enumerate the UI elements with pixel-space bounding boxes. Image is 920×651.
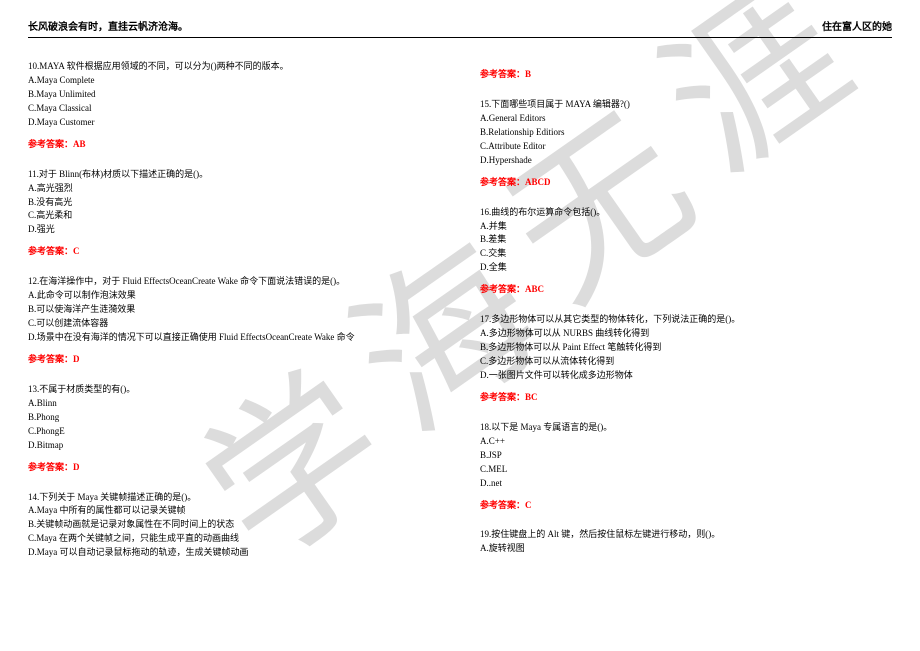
question-option: B.JSP	[480, 449, 892, 463]
question-block: 16.曲线的布尔运算命令包括()。A.并集B.差集C.交集D.全集参考答案：AB…	[480, 206, 892, 298]
question-option: D.一张图片文件可以转化成多边形物体	[480, 369, 892, 383]
question-block: 10.MAYA 软件根据应用领域的不同，可以分为()两种不同的版本。A.Maya…	[28, 60, 440, 152]
question-block: 13.不属于材质类型的有()。A.BlinnB.PhongC.PhongED.B…	[28, 383, 440, 475]
question-option: B.Phong	[28, 411, 440, 425]
question-option: B.Maya Unlimited	[28, 88, 440, 102]
question-option: A.C++	[480, 435, 892, 449]
answer-line: 参考答案：D	[28, 461, 440, 475]
question-option: C.Maya 在两个关键帧之间，只能生成平直的动画曲线	[28, 532, 440, 546]
question-option: B.差集	[480, 233, 892, 247]
question-option: D.Maya Customer	[28, 116, 440, 130]
question-stem: 16.曲线的布尔运算命令包括()。	[480, 206, 892, 220]
question-option: D.Bitmap	[28, 439, 440, 453]
question-option: D.场景中在没有海洋的情况下可以直接正确使用 Fluid EffectsOcea…	[28, 331, 440, 345]
question-option: B.多边形物体可以从 Paint Effect 笔触转化得到	[480, 341, 892, 355]
question-option: A.此命令可以制作泡沫效果	[28, 289, 440, 303]
question-block: 15.下面哪些项目属于 MAYA 编辑器?()A.General Editors…	[480, 98, 892, 190]
answer-line: 参考答案：ABCD	[480, 176, 892, 190]
question-option: B.没有高光	[28, 196, 440, 210]
answer-line: 参考答案：ABC	[480, 283, 892, 297]
answer-line: 参考答案：BC	[480, 391, 892, 405]
question-option: C.可以创建流体容器	[28, 317, 440, 331]
question-block: 19.按住键盘上的 Alt 键，然后按住鼠标左键进行移动，则()。A.旋转视图	[480, 528, 892, 556]
question-option: A.并集	[480, 220, 892, 234]
question-option: B.Relationship Editiors	[480, 126, 892, 140]
question-stem: 18.以下是 Maya 专属语言的是()。	[480, 421, 892, 435]
answer-line: 参考答案：AB	[28, 138, 440, 152]
question-block: 11.对于 Blinn(布林)材质以下描述正确的是()。A.高光强烈B.没有高光…	[28, 168, 440, 260]
question-option: C.交集	[480, 247, 892, 261]
question-option: C.MEL	[480, 463, 892, 477]
question-stem: 17.多边形物体可以从其它类型的物体转化，下列说法正确的是()。	[480, 313, 892, 327]
question-stem: 13.不属于材质类型的有()。	[28, 383, 440, 397]
question-option: A.旋转视图	[480, 542, 892, 556]
question-option: A.General Editors	[480, 112, 892, 126]
question-option: A.Maya Complete	[28, 74, 440, 88]
question-block: 参考答案：B	[480, 68, 892, 82]
question-option: A.Blinn	[28, 397, 440, 411]
question-option: B.关键帧动画就是记录对象属性在不同时间上的状态	[28, 518, 440, 532]
question-stem: 10.MAYA 软件根据应用领域的不同，可以分为()两种不同的版本。	[28, 60, 440, 74]
question-block: 18.以下是 Maya 专属语言的是()。A.C++B.JSPC.MELD..n…	[480, 421, 892, 513]
question-option: D.Hypershade	[480, 154, 892, 168]
answer-line: 参考答案：D	[28, 353, 440, 367]
answer-line: 参考答案：B	[480, 68, 892, 82]
question-option: D.Maya 可以自动记录鼠标拖动的轨迹，生成关键帧动画	[28, 546, 440, 560]
question-option: C.Attribute Editor	[480, 140, 892, 154]
header-right: 住在富人区的她	[822, 20, 892, 36]
question-option: A.高光强烈	[28, 182, 440, 196]
question-option: C.PhongE	[28, 425, 440, 439]
answer-line: 参考答案：C	[480, 499, 892, 513]
question-option: C.多边形物体可以从流体转化得到	[480, 355, 892, 369]
answer-line: 参考答案：C	[28, 245, 440, 259]
question-option: A.Maya 中所有的属性都可以记录关键帧	[28, 504, 440, 518]
question-stem: 15.下面哪些项目属于 MAYA 编辑器?()	[480, 98, 892, 112]
question-block: 12.在海洋操作中，对于 Fluid EffectsOceanCreate Wa…	[28, 275, 440, 367]
header-rule	[28, 37, 892, 38]
question-option: B.可以使海洋产生涟漪效果	[28, 303, 440, 317]
question-option: C.高光柔和	[28, 209, 440, 223]
question-option: D..net	[480, 477, 892, 491]
question-option: C.Maya Classical	[28, 102, 440, 116]
question-block: 14.下列关于 Maya 关键帧描述正确的是()。A.Maya 中所有的属性都可…	[28, 491, 440, 561]
question-option: A.多边形物体可以从 NURBS 曲线转化得到	[480, 327, 892, 341]
question-stem: 14.下列关于 Maya 关键帧描述正确的是()。	[28, 491, 440, 505]
question-option: D.全集	[480, 261, 892, 275]
header-left: 长风破浪会有时，直挂云帆济沧海。	[28, 20, 188, 36]
question-option: D.强光	[28, 223, 440, 237]
question-stem: 19.按住键盘上的 Alt 键，然后按住鼠标左键进行移动，则()。	[480, 528, 892, 542]
question-stem: 11.对于 Blinn(布林)材质以下描述正确的是()。	[28, 168, 440, 182]
question-stem: 12.在海洋操作中，对于 Fluid EffectsOceanCreate Wa…	[28, 275, 440, 289]
question-block: 17.多边形物体可以从其它类型的物体转化，下列说法正确的是()。A.多边形物体可…	[480, 313, 892, 405]
